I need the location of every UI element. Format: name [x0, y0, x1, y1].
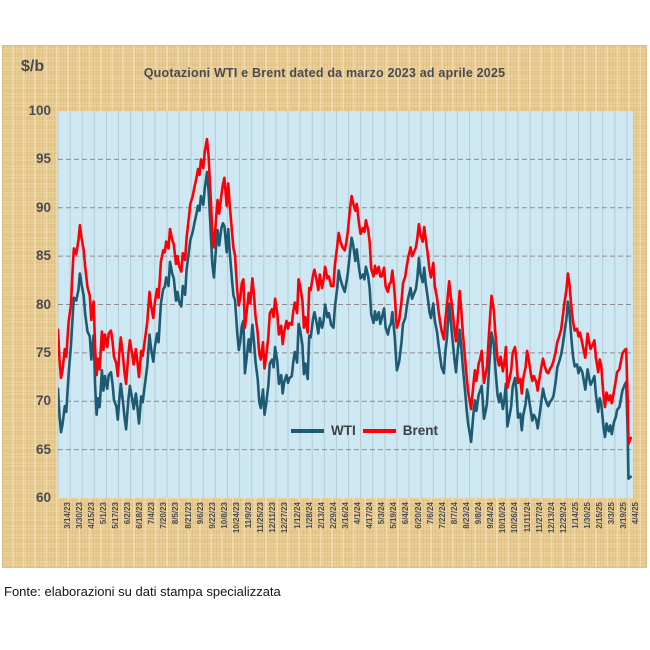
x-tick-label: 12/29/24 — [558, 502, 568, 534]
x-tick-label: 1/14/25 — [570, 502, 580, 529]
x-tick-label: 12/27/23 — [280, 502, 290, 534]
x-tick-label: 12/13/24 — [546, 502, 556, 534]
x-tick-label: 9/24/24 — [486, 502, 496, 529]
x-tick-label: 7/20/23 — [159, 502, 169, 529]
x-tick-label: 1/12/24 — [292, 502, 302, 529]
x-tick-label: 4/17/24 — [365, 502, 375, 529]
x-tick-label: 7/6/24 — [425, 502, 435, 525]
x-tick-label: 8/21/23 — [183, 502, 193, 529]
x-tick-label: 1/30/25 — [583, 502, 593, 529]
y-tick-label: 60 — [35, 490, 51, 505]
x-tick-label: 11/25/23 — [256, 502, 266, 533]
chart-canvas — [58, 111, 633, 498]
x-tick-label: 7/22/24 — [437, 502, 447, 529]
y-tick-label: 80 — [35, 296, 51, 312]
x-tick-label: 10/8/23 — [219, 502, 229, 529]
x-tick-label: 3/3/25 — [607, 502, 617, 525]
source-note: Fonte: elaborazioni su dati stampa speci… — [4, 584, 281, 599]
y-tick-label: 90 — [35, 199, 51, 215]
x-tick-label: 7/4/23 — [147, 502, 157, 525]
wti-legend-label: WTI — [331, 423, 356, 438]
y-tick-label: 85 — [35, 248, 51, 264]
x-tick-label: 5/1/23 — [98, 502, 108, 525]
x-tick-label: 5/3/24 — [377, 502, 387, 525]
x-tick-label: 6/18/23 — [135, 502, 145, 529]
x-tick-label: 9/8/24 — [474, 502, 484, 525]
x-tick-label: 8/23/24 — [461, 502, 471, 529]
x-tick-label: 6/20/24 — [413, 502, 423, 529]
x-tick-label: 4/1/24 — [353, 502, 363, 525]
x-tick-label: 3/16/24 — [340, 502, 350, 529]
x-tick-label: 10/24/23 — [231, 502, 241, 534]
x-tick-label: 4/15/23 — [86, 502, 96, 529]
brent-legend-swatch — [362, 428, 396, 433]
y-axis-unit-label: $/b — [21, 58, 45, 75]
x-tick-label: 9/22/23 — [207, 502, 217, 529]
x-tick-label: 2/13/24 — [316, 502, 326, 529]
wti-line — [58, 170, 633, 480]
x-tick-label: 2/15/25 — [595, 502, 605, 529]
x-tick-label: 8/7/24 — [449, 502, 459, 525]
x-tick-label: 6/2/23 — [123, 502, 133, 525]
x-tick-label: 11/11/24 — [522, 502, 532, 533]
chart-panel: $/b Quotazioni WTI e Brent dated da marz… — [2, 45, 647, 568]
x-tick-label: 3/30/23 — [74, 502, 84, 529]
x-tick-label: 11/9/23 — [244, 502, 254, 529]
y-tick-label: 65 — [35, 441, 51, 457]
x-tick-label: 3/14/23 — [62, 502, 72, 529]
x-tick-label: 2/29/24 — [328, 502, 338, 529]
x-tick-label: 12/11/23 — [268, 502, 278, 533]
brent-legend-label: Brent — [402, 423, 439, 438]
x-tick-label: 1/28/24 — [304, 502, 314, 529]
x-tick-label: 10/10/24 — [498, 502, 508, 534]
chart-title: Quotazioni WTI e Brent dated da marzo 20… — [143, 66, 506, 80]
x-tick-label: 5/19/24 — [389, 502, 399, 529]
x-tick-label: 3/19/25 — [619, 502, 629, 529]
y-tick-label: 95 — [35, 151, 51, 167]
y-tick-label: 70 — [35, 393, 51, 409]
x-tick-label: 8/5/23 — [171, 502, 181, 525]
x-tick-label: 10/26/24 — [510, 502, 520, 534]
brent-line — [58, 137, 633, 446]
wti-legend-swatch — [291, 428, 324, 433]
x-tick-label: 5/17/23 — [110, 502, 120, 529]
y-tick-label: 75 — [35, 344, 51, 360]
x-tick-label: 6/4/24 — [401, 502, 411, 525]
plot-area: WTI Brent — [58, 111, 633, 498]
legend: WTI Brent — [291, 423, 438, 438]
y-tick-label: 100 — [28, 103, 51, 118]
x-tick-label: 9/6/23 — [195, 502, 205, 525]
x-tick-label: 11/27/24 — [534, 502, 544, 533]
x-tick-label: 4/4/25 — [631, 502, 641, 525]
